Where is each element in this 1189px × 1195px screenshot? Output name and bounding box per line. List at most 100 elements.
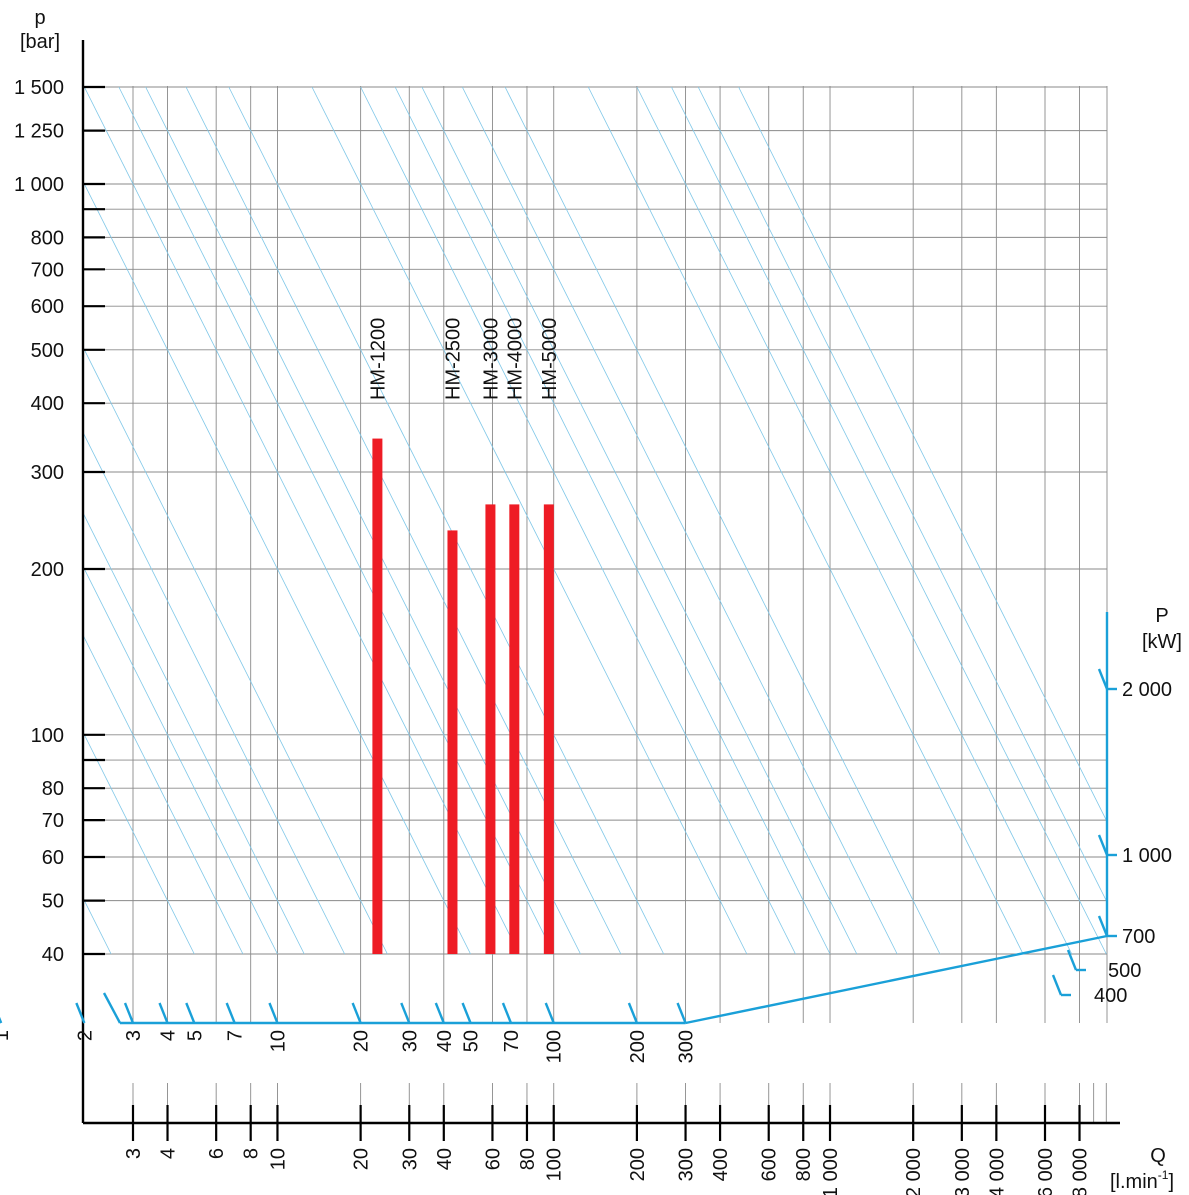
- x-axis-ticks: 3 4 6 8 10 20 30 40 60 80 100 200 300 400 600 800 1 000 2…: [123, 1105, 1092, 1195]
- power-line: [83, 86, 520, 955]
- x-tick-label: 6 000: [1035, 1148, 1057, 1195]
- x-tick-label: 10: [267, 1148, 289, 1170]
- power-line: [461, 86, 898, 955]
- power-line: [82, 432, 345, 955]
- power-scale-label: 20: [351, 1030, 373, 1052]
- x-axis-unit-text: [l.min-1]: [1110, 1168, 1174, 1193]
- y-tick-label: 200: [31, 559, 64, 581]
- power-scale-tick: [434, 1002, 445, 1024]
- bar-label: HM-5000: [539, 318, 561, 400]
- y-axis-unit: [bar]: [20, 31, 60, 53]
- x-axis-unit: [l.min: [1110, 1171, 1158, 1193]
- power-lines: [82, 86, 1108, 955]
- power-line: [82, 634, 244, 955]
- power-scale-label: 70: [501, 1030, 523, 1052]
- y-tick-label: 700: [31, 259, 64, 281]
- bar-hm-1200: [372, 438, 383, 955]
- power-line: [636, 86, 1073, 955]
- x-tick-label: 100: [544, 1148, 566, 1181]
- bar-label: HM-3000: [480, 318, 502, 400]
- power-scale-tick: [75, 1002, 86, 1024]
- power-scale-tick: [185, 1002, 196, 1024]
- right-axis-tick: [1097, 668, 1109, 690]
- power-scale-label: 7: [225, 1030, 247, 1041]
- power-line: [421, 86, 858, 955]
- power-line: [145, 86, 581, 955]
- power-scale-label: 3: [123, 1030, 145, 1041]
- power-scale-tick: [544, 1002, 555, 1024]
- y-tick-label: 1 000: [14, 174, 64, 196]
- x-tick-label: 3: [123, 1148, 145, 1159]
- power-line: [697, 86, 1108, 903]
- x-tick-label: 8 000: [1070, 1148, 1092, 1195]
- x-tick-label: 60: [482, 1148, 504, 1170]
- power-scale-label: 300: [676, 1030, 698, 1063]
- right-axis-tick: [1066, 949, 1078, 971]
- right-axis-label: 2 000: [1122, 679, 1172, 701]
- x-tick-label: 600: [759, 1148, 781, 1181]
- x-tick-label: 4: [158, 1148, 180, 1159]
- x-tick-label: 400: [710, 1148, 732, 1181]
- power-line: [82, 181, 471, 955]
- power-scale-tick: [123, 1002, 135, 1024]
- x-tick-label: 3 000: [952, 1148, 974, 1195]
- y-tick-label: 1 500: [14, 77, 64, 99]
- power-scale-tick: [461, 1002, 472, 1024]
- bar-labels: HM-1200 HM-2500 HM-3000 HM-4000 HM-5000: [367, 318, 560, 400]
- x-tick-label: 1 000: [820, 1148, 842, 1195]
- right-axis-tick: [1051, 974, 1063, 996]
- power-scale-tick: [158, 1002, 169, 1024]
- power-scale-label: 5: [184, 1030, 206, 1041]
- right-axis-diagonal: [685, 934, 1108, 1025]
- x-tick-label: 30: [399, 1148, 421, 1170]
- axes: [81, 40, 1120, 1125]
- power-scale: 0,20,30,40,50,71234571020304050701002003…: [0, 992, 698, 1063]
- power-line: [587, 86, 1024, 955]
- right-axis-tick: [1097, 915, 1109, 937]
- power-scale-tick: [351, 1002, 362, 1024]
- power-line: [82, 897, 112, 955]
- power-scale-label: 200: [627, 1030, 649, 1063]
- power-axis-unit: [kW]: [1142, 631, 1182, 653]
- power-scale-tick: [268, 1002, 279, 1024]
- y-axis-ticks: 1 500 1 250 1 000 800 700 600 500 400 300 200 100 8…: [14, 77, 105, 966]
- power-line: [82, 512, 305, 955]
- bars: [372, 438, 554, 955]
- bar-hm-3000: [485, 504, 496, 954]
- x-tick-label: 200: [627, 1148, 649, 1181]
- power-scale-label: 4: [158, 1030, 180, 1041]
- power-scale-tick: [501, 1002, 513, 1024]
- power-scale-label: 1: [0, 1030, 13, 1041]
- power-scale-end: [102, 992, 122, 1024]
- bar-hm-5000: [543, 504, 554, 954]
- x-tick-label: 8: [241, 1148, 263, 1159]
- right-axis-label: 700: [1122, 926, 1155, 948]
- x-tick-label: 20: [351, 1148, 373, 1170]
- right-axis-tick: [1097, 834, 1109, 856]
- right-power-axis: 2 000 1 000 700 500 400: [685, 612, 1172, 1025]
- power-scale-tick: [0, 1016, 3, 1024]
- y-tick-label: 600: [31, 296, 64, 318]
- power-line: [118, 86, 555, 955]
- power-line: [738, 86, 1108, 822]
- right-axis-label: 400: [1094, 985, 1127, 1007]
- x-tick-label: 2 000: [903, 1148, 925, 1195]
- power-line: [360, 86, 796, 955]
- right-axis-label: 500: [1108, 960, 1141, 982]
- y-tick-label: 40: [42, 944, 64, 966]
- power-scale-label: 2: [74, 1030, 96, 1041]
- y-tick-label: 800: [31, 227, 64, 249]
- y-tick-label: 1 250: [14, 121, 64, 143]
- y-tick-label: 300: [31, 462, 64, 484]
- power-scale-tick: [225, 1002, 236, 1024]
- power-scale-tick: [627, 1002, 639, 1024]
- y-tick-label: 100: [31, 725, 64, 747]
- bar-label: HM-4000: [504, 318, 526, 400]
- power-line: [311, 86, 748, 955]
- power-line: [82, 731, 195, 955]
- power-line: [394, 86, 831, 955]
- power-axis-symbol: P: [1155, 605, 1168, 627]
- y-tick-label: 50: [42, 891, 64, 913]
- x-tick-label: 6: [206, 1148, 228, 1159]
